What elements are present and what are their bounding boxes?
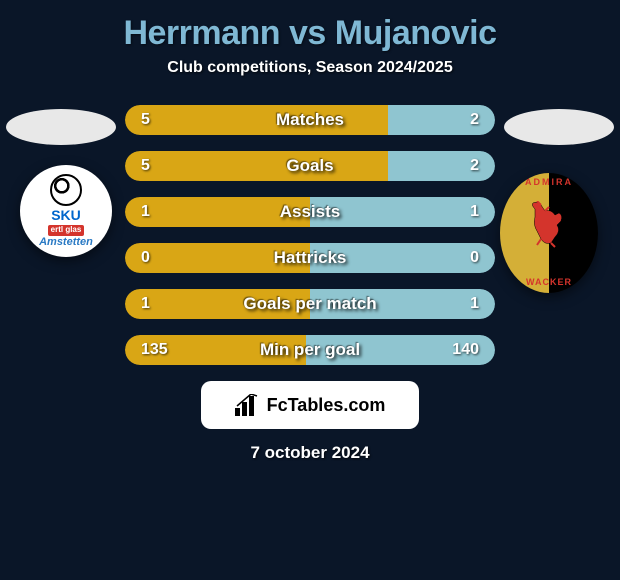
badge-left-content: SKU ertl glas Amstetten <box>39 174 93 247</box>
stat-label: Min per goal <box>125 340 495 360</box>
fctables-logo-icon <box>235 394 261 416</box>
stat-label: Goals <box>125 156 495 176</box>
stat-row: 52Matches <box>125 105 495 135</box>
stat-row: 00Hattricks <box>125 243 495 273</box>
badge-left-tag: ertl glas <box>48 225 85 236</box>
stat-label: Matches <box>125 110 495 130</box>
stat-label: Assists <box>125 202 495 222</box>
page-title: Herrmann vs Mujanovic <box>0 0 620 59</box>
team-badge-right: ADMIRA WACKER <box>500 173 598 293</box>
stats-list: 52Matches 52Goals 11Assists 00Hattricks 11Go… <box>125 105 495 365</box>
stat-row: 52Goals <box>125 151 495 181</box>
site-attribution[interactable]: FcTables.com <box>201 381 419 429</box>
griffin-icon <box>527 201 571 249</box>
date-text: 7 october 2024 <box>0 443 620 463</box>
stat-row: 135140Min per goal <box>125 335 495 365</box>
badge-left-sku: SKU <box>39 208 93 223</box>
stat-row: 11Assists <box>125 197 495 227</box>
left-ellipse-shape <box>6 109 116 145</box>
site-label: FcTables.com <box>267 395 386 416</box>
badge-right-bottom: WACKER <box>500 277 598 287</box>
stat-label: Hattricks <box>125 248 495 268</box>
badge-right-top: ADMIRA <box>500 177 598 187</box>
stat-label: Goals per match <box>125 294 495 314</box>
right-ellipse-shape <box>504 109 614 145</box>
soccer-ball-icon <box>50 174 82 206</box>
badge-right-content: ADMIRA WACKER <box>500 173 598 293</box>
team-badge-left: SKU ertl glas Amstetten <box>20 165 112 257</box>
badge-left-town: Amstetten <box>39 236 93 248</box>
comparison-content: SKU ertl glas Amstetten ADMIRA WACKER 52… <box>0 105 620 365</box>
subtitle: Club competitions, Season 2024/2025 <box>0 59 620 77</box>
stat-row: 11Goals per match <box>125 289 495 319</box>
